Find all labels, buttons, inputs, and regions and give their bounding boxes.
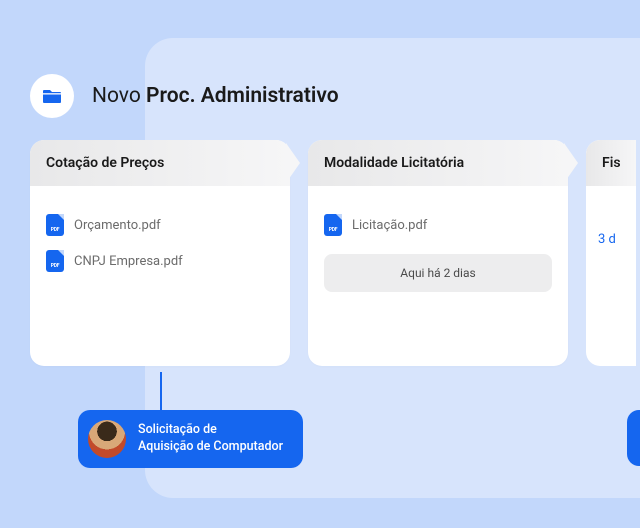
stage-body: 3 d xyxy=(586,186,636,366)
status-pill: Aqui há 2 dias xyxy=(324,254,552,292)
stage-body: Licitação.pdf Aqui há 2 dias xyxy=(308,186,568,366)
stage-card-partial[interactable]: Fis 3 d xyxy=(586,140,636,366)
file-item[interactable]: Orçamento.pdf xyxy=(46,214,274,236)
stage-body: Orçamento.pdf CNPJ Empresa.pdf xyxy=(30,186,290,366)
file-item[interactable]: Licitação.pdf xyxy=(324,214,552,236)
stage-header[interactable]: Fis xyxy=(586,140,636,186)
page-title-bold: Proc. Administrativo xyxy=(146,84,339,108)
folder-icon-circle xyxy=(30,74,74,118)
request-line2: Aquisição de Computador xyxy=(138,439,283,456)
page-title: Novo Proc. Administrativo xyxy=(92,84,339,108)
partial-link-text[interactable]: 3 d xyxy=(598,232,636,247)
pdf-icon xyxy=(46,214,64,236)
page-header: Novo Proc. Administrativo xyxy=(30,74,339,118)
request-chip[interactable]: Solicitação de Aquisição de Computador xyxy=(78,410,303,468)
file-name: CNPJ Empresa.pdf xyxy=(74,254,183,269)
stage-title: Cotação de Preços xyxy=(46,155,164,171)
pdf-icon xyxy=(324,214,342,236)
pdf-icon xyxy=(46,250,64,272)
request-line1: Solicitação de xyxy=(138,422,283,439)
file-item[interactable]: CNPJ Empresa.pdf xyxy=(46,250,274,272)
connector-line xyxy=(160,372,162,414)
folder-icon xyxy=(42,88,62,104)
request-chip-text: Solicitação de Aquisição de Computador xyxy=(138,422,283,456)
stage-row: Cotação de Preços Orçamento.pdf CNPJ Emp… xyxy=(30,140,636,366)
stage-card-modalidade[interactable]: Modalidade Licitatória Licitação.pdf Aqu… xyxy=(308,140,568,366)
avatar xyxy=(88,420,126,458)
file-name: Licitação.pdf xyxy=(352,218,427,233)
stage-header[interactable]: Cotação de Preços xyxy=(30,140,290,186)
stage-title: Fis xyxy=(602,155,621,171)
stage-card-cotacao[interactable]: Cotação de Preços Orçamento.pdf CNPJ Emp… xyxy=(30,140,290,366)
status-text: Aqui há 2 dias xyxy=(400,266,475,280)
file-name: Orçamento.pdf xyxy=(74,218,161,233)
page-title-prefix: Novo xyxy=(92,84,146,108)
stage-header[interactable]: Modalidade Licitatória xyxy=(308,140,568,186)
request-chip-partial[interactable] xyxy=(627,410,640,466)
stage-title: Modalidade Licitatória xyxy=(324,155,464,171)
